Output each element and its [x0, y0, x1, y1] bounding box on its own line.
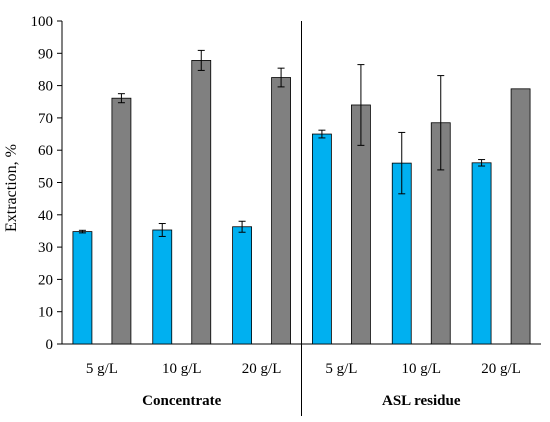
- bar: [471, 162, 492, 345]
- y-tick-label: 30: [38, 240, 53, 256]
- x-tick-label: 10 g/L: [162, 361, 202, 377]
- y-tick-label: 100: [31, 14, 54, 30]
- y-tick-label: 0: [46, 337, 54, 353]
- bar: [271, 77, 291, 345]
- bar: [111, 97, 132, 345]
- y-axis-title: Extraction, %: [3, 144, 20, 232]
- x-tick-label: 5 g/L: [325, 361, 357, 377]
- bar: [232, 226, 252, 345]
- x-tick-label: 20 g/L: [242, 361, 282, 377]
- group-label: ASL residue: [382, 393, 461, 409]
- y-tick-label: 40: [38, 208, 53, 224]
- bar: [72, 231, 93, 345]
- x-tick-label: 5 g/L: [86, 361, 118, 377]
- y-tick-label: 70: [38, 111, 53, 127]
- bar: [152, 229, 173, 345]
- bar: [312, 133, 332, 345]
- bar: [510, 88, 531, 345]
- y-tick-label: 80: [38, 79, 53, 95]
- y-tick-label: 20: [38, 272, 53, 288]
- group-label: Concentrate: [142, 393, 221, 409]
- y-tick-label: 50: [38, 176, 53, 192]
- bar: [191, 60, 212, 345]
- x-tick-label: 10 g/L: [401, 361, 441, 377]
- x-tick-label: 20 g/L: [481, 361, 521, 377]
- y-tick-label: 60: [38, 143, 53, 159]
- y-tick-label: 90: [38, 46, 53, 62]
- y-tick-label: 10: [38, 305, 53, 321]
